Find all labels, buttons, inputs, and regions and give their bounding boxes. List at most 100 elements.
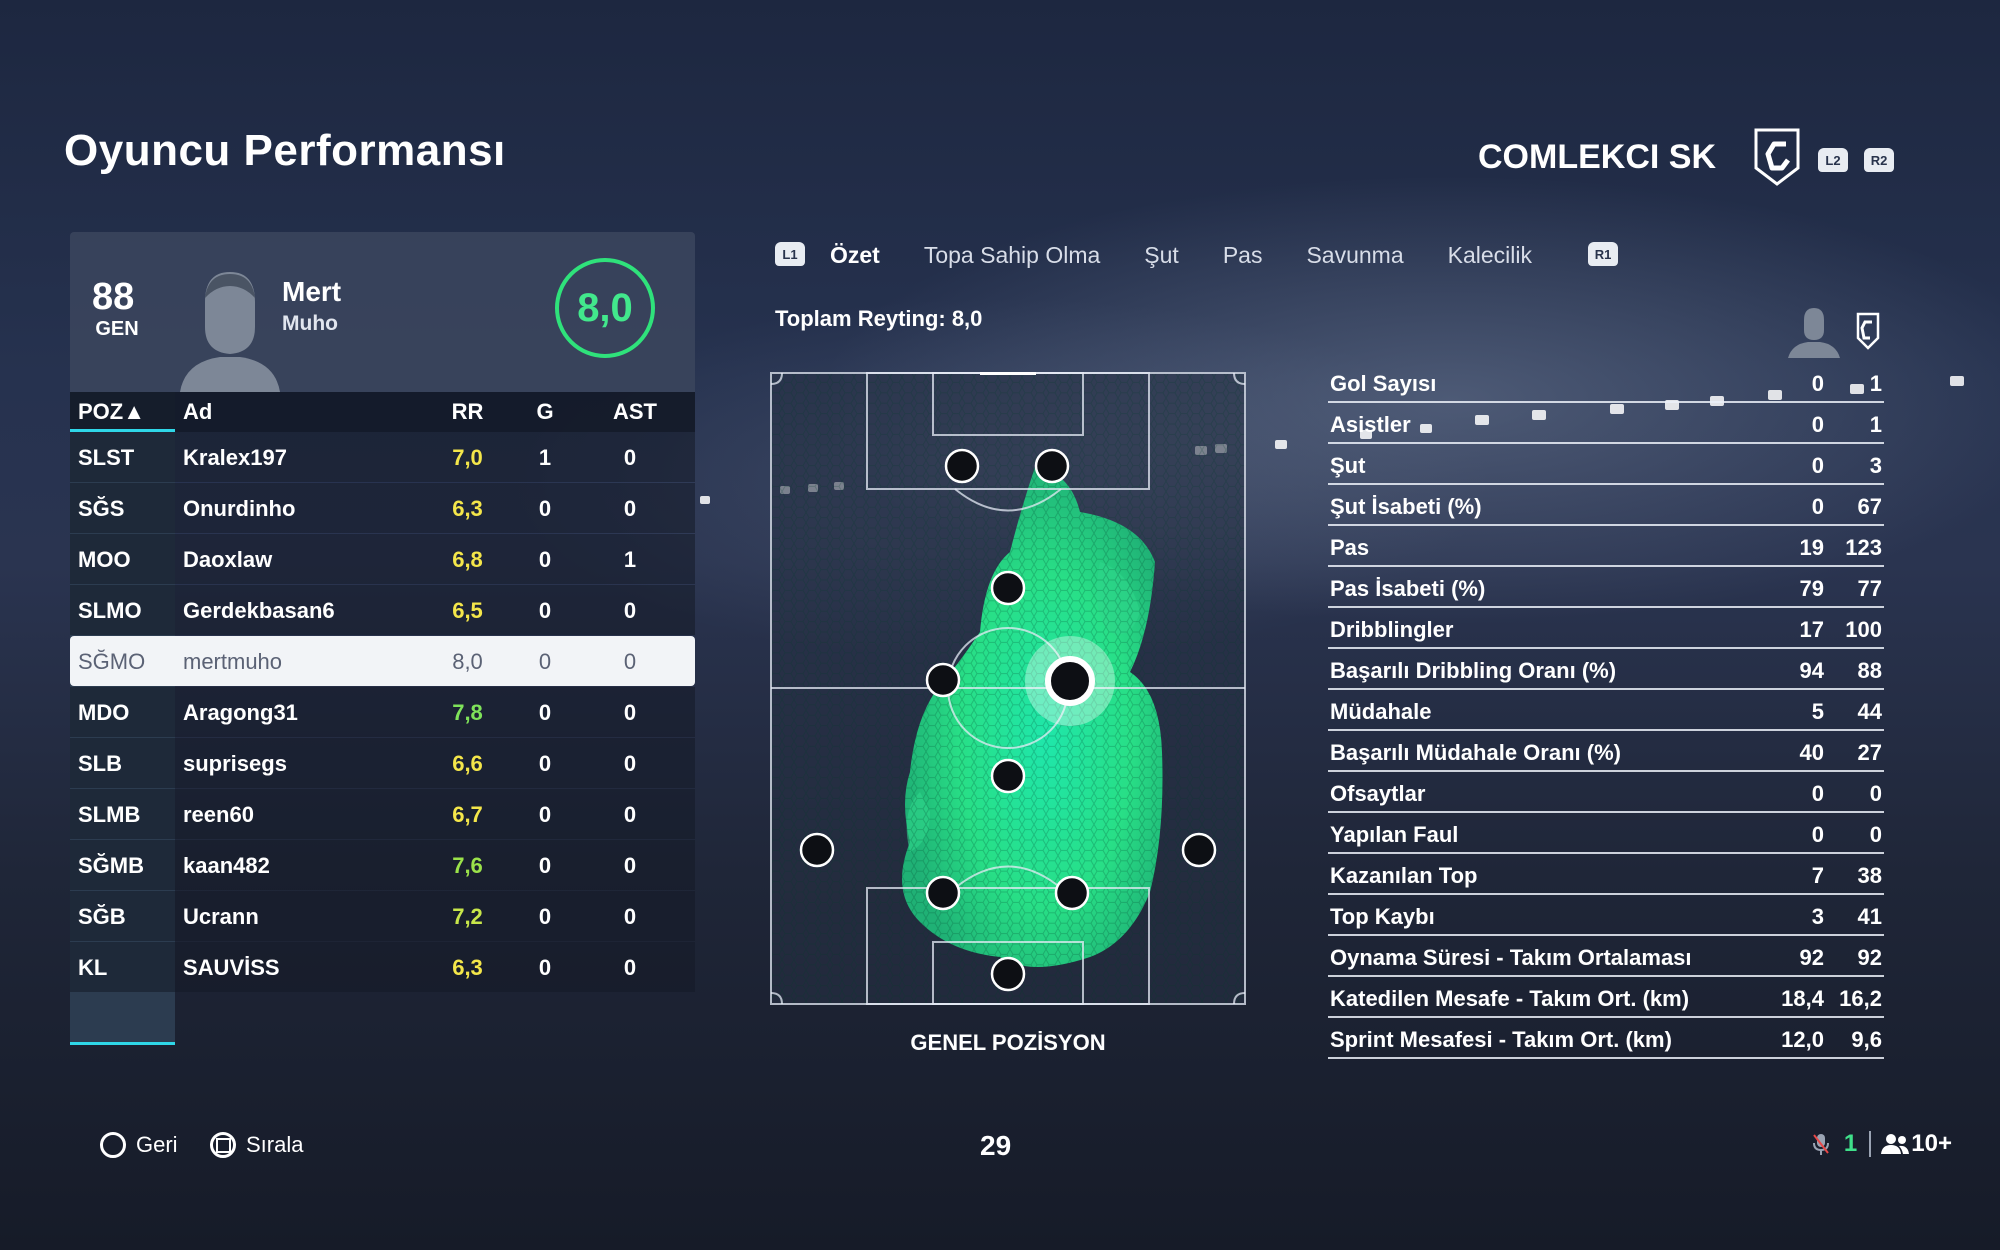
- players-online: 10+: [1911, 1130, 1952, 1157]
- pitch-label: GENEL POZİSYON: [910, 1030, 1106, 1055]
- stat-label: Oynama Süresi - Takım Ortalaması: [1330, 945, 1692, 970]
- stats-list: Gol Sayısı 0 1 Asistler 0 1 Şut 0 3 Şut İsabeti (…: [1328, 362, 1884, 1059]
- stat-row: Dribblingler 17 100: [1328, 608, 1884, 649]
- stat-row: Başarılı Dribbling Oranı (%) 94 88: [1328, 649, 1884, 690]
- header-rr[interactable]: RR: [451, 399, 484, 424]
- player-name: mertmuho: [183, 649, 283, 674]
- stat-row: Katedilen Mesafe - Takım Ort. (km) 18,4 16…: [1328, 977, 1884, 1018]
- player-assists: 0: [623, 496, 637, 521]
- stat-row: Ofsaytlar 0 0: [1328, 772, 1884, 813]
- player-name: kaan482: [183, 853, 270, 878]
- table-row[interactable]: SLST Kralex197 7,0 1 0: [70, 432, 695, 482]
- player-name: SAUVİSS: [183, 955, 280, 980]
- r2-button-icon[interactable]: R2: [1864, 148, 1894, 172]
- stat-row: Oynama Süresi - Takım Ortalaması 92 92: [1328, 936, 1884, 977]
- table-row[interactable]: SĞMO mertmuho 8,0 0 0: [70, 636, 695, 686]
- stat-team-value: 0: [1869, 781, 1882, 806]
- player-goals: 0: [538, 751, 552, 776]
- player-goals: 0: [538, 700, 552, 725]
- stat-player-value: 94: [1799, 658, 1824, 683]
- player-goals: 0: [538, 649, 552, 674]
- table-row[interactable]: SLB suprisegs 6,6 0 0: [70, 738, 695, 788]
- table-row[interactable]: SĞB Ucrann 7,2 0 0: [70, 891, 695, 941]
- stat-player-value: 17: [1799, 617, 1824, 642]
- player-goals: 1: [538, 445, 552, 470]
- stat-team-value: 27: [1857, 740, 1882, 765]
- table-row[interactable]: SLMO Gerdekbasan6 6,5 0 0: [70, 585, 695, 635]
- stat-label: Ofsaytlar: [1330, 781, 1426, 806]
- online-status: 1 10+: [1812, 1130, 1952, 1158]
- stat-label: Top Kaybı: [1330, 904, 1435, 929]
- player-position: SLMB: [78, 802, 141, 827]
- stat-team-value: 100: [1845, 617, 1882, 642]
- stat-team-value: 67: [1857, 494, 1882, 519]
- club-crest-small-icon: [1856, 312, 1880, 350]
- player-rr: 6,3: [452, 955, 483, 980]
- table-row[interactable]: SĞS Onurdinho 6,3 0 0: [70, 483, 695, 533]
- back-label: Geri: [136, 1132, 178, 1157]
- player-assists: 0: [623, 598, 637, 623]
- header-ast[interactable]: AST: [613, 399, 657, 424]
- stat-team-value: 16,2: [1839, 986, 1882, 1011]
- table-row[interactable]: MOO Daoxlaw 6,8 0 1: [70, 534, 695, 584]
- back-button[interactable]: Geri: [100, 1132, 178, 1158]
- stat-player-value: 0: [1811, 453, 1824, 478]
- stat-team-value: 123: [1845, 535, 1882, 560]
- table-row[interactable]: MDO Aragong31 7,8 0 0: [70, 687, 695, 737]
- player-rr: 7,0: [452, 445, 483, 470]
- player-rr: 6,3: [452, 496, 483, 521]
- player-name: Ucrann: [183, 904, 259, 929]
- stat-row: Top Kaybı 3 41: [1328, 895, 1884, 936]
- player-position: SĞMB: [78, 853, 144, 878]
- stat-row: Gol Sayısı 0 1: [1328, 362, 1884, 403]
- header-pos[interactable]: POZ▲: [78, 399, 145, 424]
- table-row[interactable]: SLMB reen60 6,7 0 0: [70, 789, 695, 839]
- player-rr: 7,8: [452, 700, 483, 725]
- player-assists: 0: [623, 802, 637, 827]
- stat-team-value: 44: [1857, 699, 1882, 724]
- stat-label: Müdahale: [1330, 699, 1432, 724]
- tab-sut[interactable]: Şut: [1144, 241, 1179, 268]
- stat-player-value: 79: [1799, 576, 1824, 601]
- player-assists: 0: [623, 904, 637, 929]
- stat-player-value: 5: [1811, 699, 1824, 724]
- players-icon: [1881, 1134, 1910, 1154]
- tab-kalecilik[interactable]: Kalecilik: [1447, 241, 1532, 268]
- circle-button-icon: [100, 1132, 126, 1158]
- player-position: SLMO: [78, 598, 142, 623]
- r1-button-icon[interactable]: R1: [1588, 242, 1618, 266]
- player-rr: 8,0: [452, 649, 483, 674]
- table-row[interactable]: KL SAUVİSS 6,3 0 0: [70, 942, 695, 992]
- stat-row: Başarılı Müdahale Oranı (%) 40 27: [1328, 731, 1884, 772]
- page-title: Oyuncu Performansı: [64, 126, 506, 175]
- tab-ozet[interactable]: Özet: [830, 241, 880, 268]
- stat-player-value: 40: [1799, 740, 1824, 765]
- table-row[interactable]: SĞMB kaan482 7,6 0 0: [70, 840, 695, 890]
- stat-row: Pas İsabeti (%) 79 77: [1328, 567, 1884, 608]
- l2-button-icon[interactable]: L2: [1818, 148, 1848, 172]
- header-name[interactable]: Ad: [183, 399, 213, 424]
- tab-savunma[interactable]: Savunma: [1306, 241, 1404, 268]
- tab-pas[interactable]: Pas: [1222, 241, 1263, 268]
- stat-player-value: 18,4: [1781, 986, 1824, 1011]
- header-g[interactable]: G: [536, 399, 554, 424]
- stat-row: Şut İsabeti (%) 0 67: [1328, 485, 1884, 526]
- stat-label: Başarılı Müdahale Oranı (%): [1330, 740, 1621, 765]
- player-rr: 6,7: [452, 802, 483, 827]
- tab-topa-sahip-olma[interactable]: Topa Sahip Olma: [923, 241, 1101, 268]
- stat-label: Dribblingler: [1330, 617, 1454, 642]
- player-card: 88 GEN Mert Muho 8,0: [70, 232, 695, 392]
- mic-muted-icon[interactable]: [1812, 1132, 1830, 1156]
- player-assists: 0: [623, 445, 637, 470]
- stat-label: Sprint Mesafesi - Takım Ort. (km): [1330, 1027, 1672, 1052]
- player-rr: 7,6: [452, 853, 483, 878]
- player-goals: 0: [538, 955, 552, 980]
- player-position: SLST: [78, 445, 135, 470]
- l1-button-icon[interactable]: L1: [775, 242, 805, 266]
- sort-button[interactable]: Sırala: [210, 1132, 303, 1158]
- player-position: SĞB: [78, 904, 126, 929]
- stat-row: Asistler 0 1: [1328, 403, 1884, 444]
- stat-label: Şut: [1330, 453, 1366, 478]
- stat-team-value: 1: [1869, 412, 1882, 437]
- player-goals: 0: [538, 853, 552, 878]
